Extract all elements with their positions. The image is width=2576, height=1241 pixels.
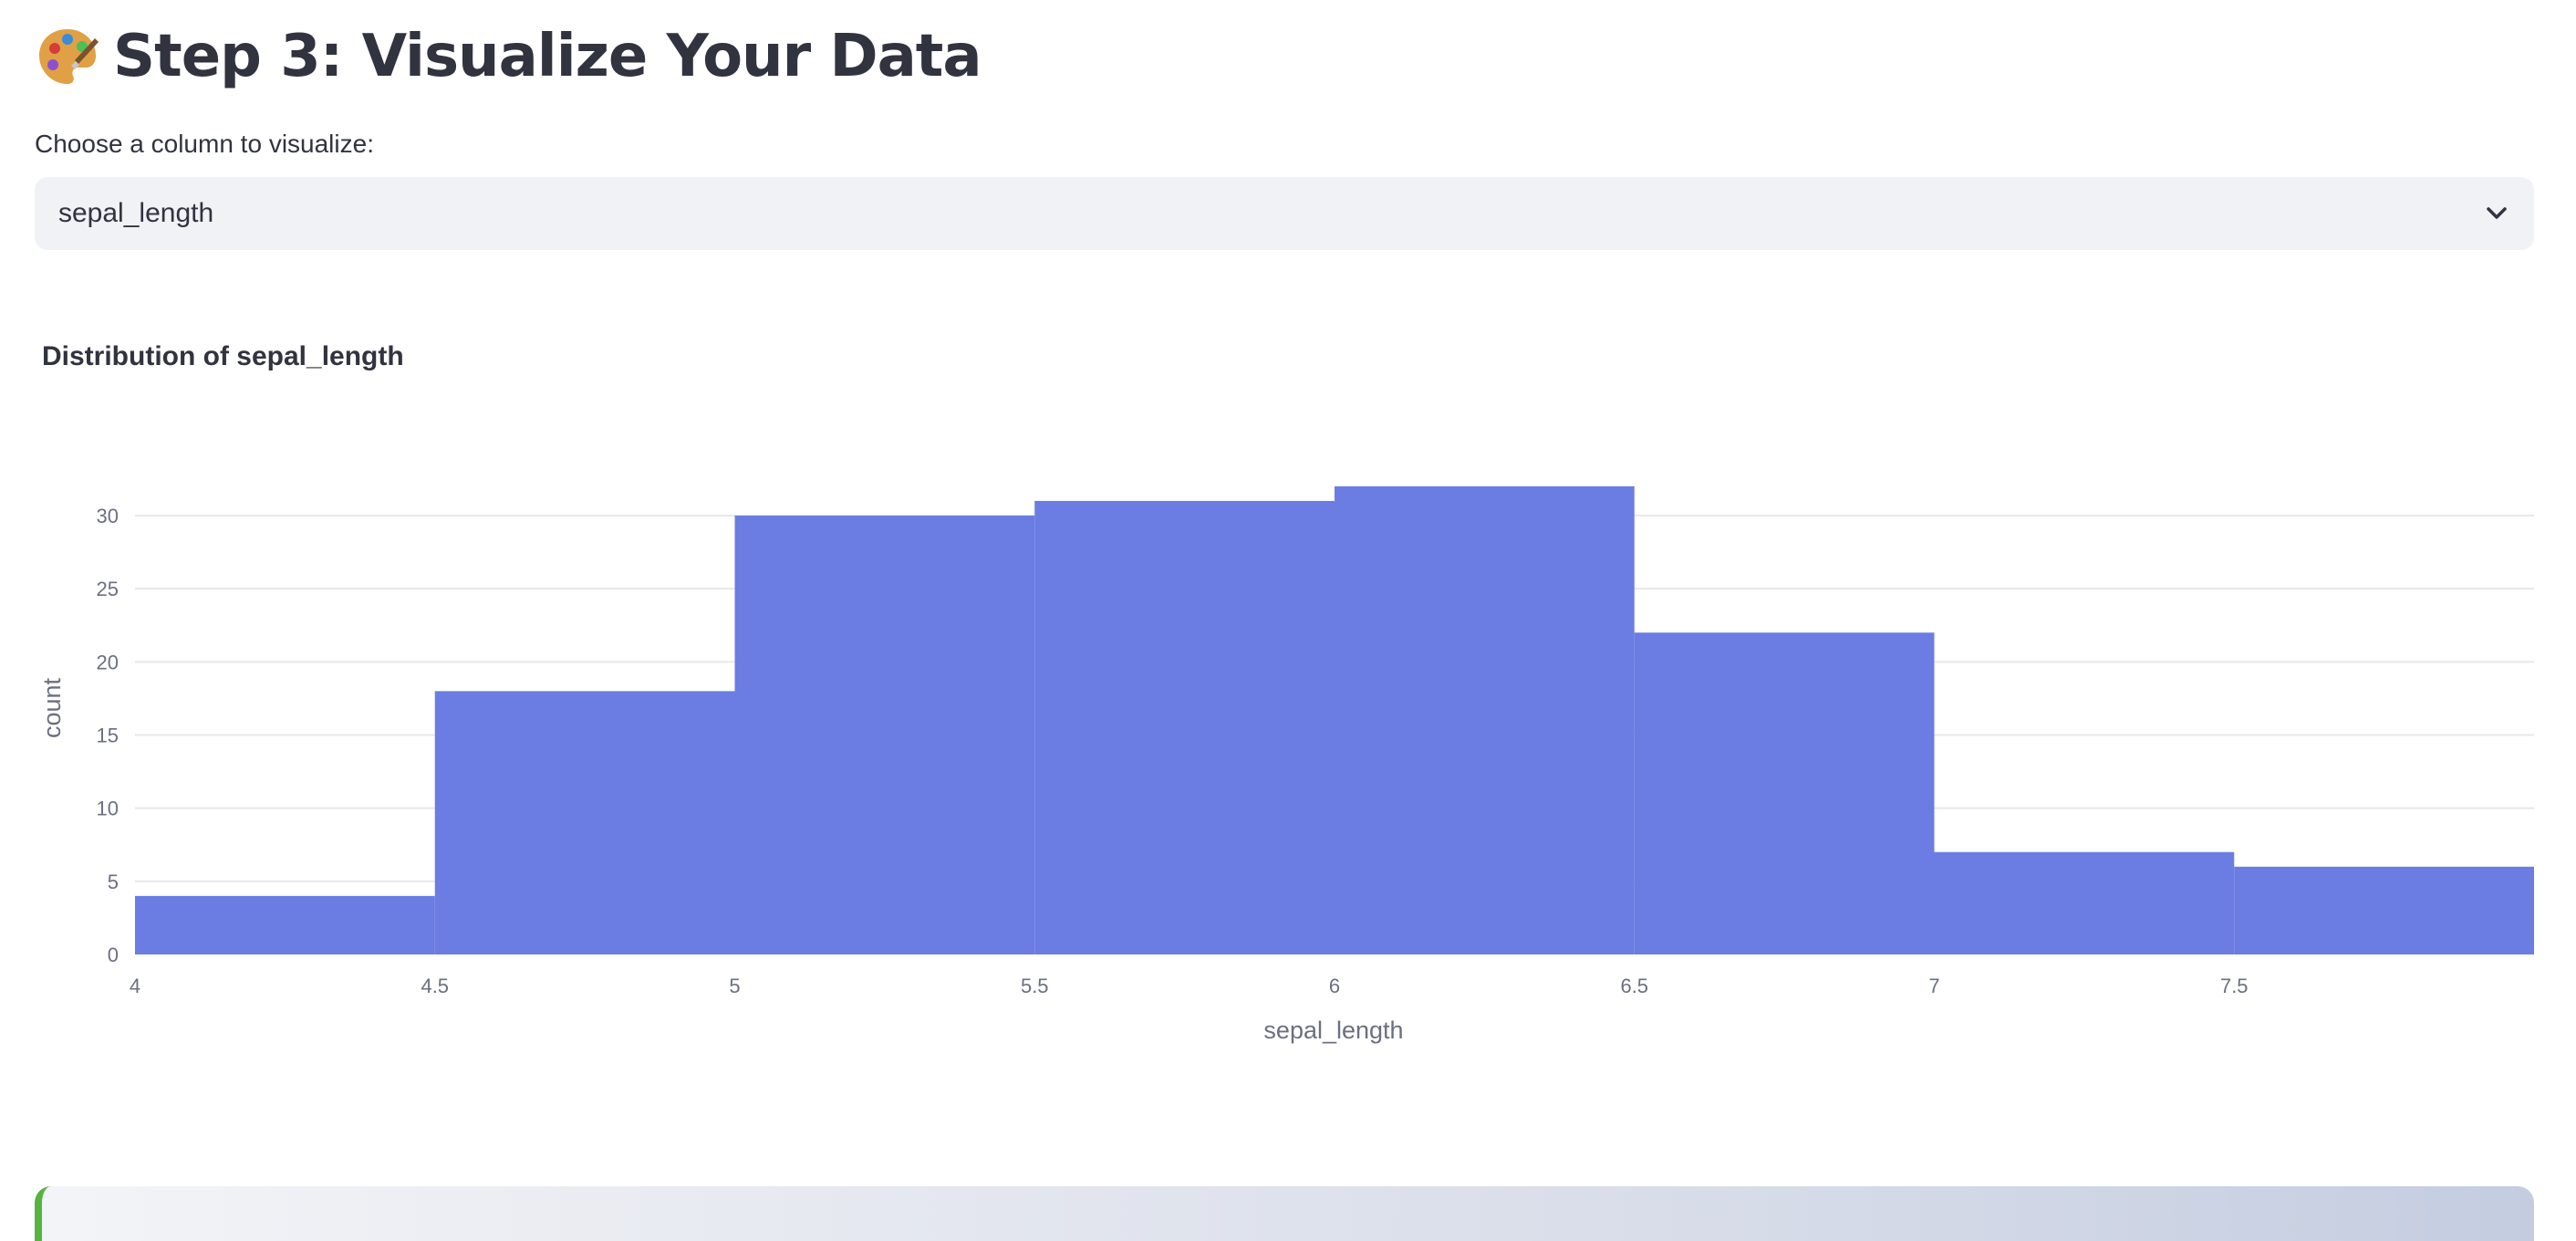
title-row: Step 3: Visualize Your Data — [35, 13, 982, 100]
palette-icon — [39, 29, 99, 84]
x-tick-label: 7.5 — [2220, 975, 2249, 997]
y-tick-label: 10 — [97, 798, 119, 820]
x-tick-label: 6 — [1329, 975, 1340, 997]
tick-layer: 0 5 10 15 20 25 30 4 4.5 5 5.5 6 6.5 7 7.5 — [97, 505, 2249, 997]
y-tick-label: 20 — [97, 651, 119, 673]
x-tick-label: 4.5 — [421, 975, 449, 997]
y-tick-label: 5 — [108, 871, 119, 893]
y-tick-label: 0 — [108, 944, 119, 966]
histogram-bar[interactable] — [434, 691, 735, 954]
x-tick-label: 7 — [1928, 975, 1939, 997]
histogram-bar[interactable] — [1934, 851, 2235, 954]
chart-title: Distribution of sepal_length — [42, 341, 404, 371]
histogram-bar[interactable] — [734, 516, 1035, 954]
column-select-label: Choose a column to visualize: — [35, 130, 374, 158]
column-select-value: sepal_length — [58, 198, 214, 228]
chevron-down-icon[interactable] — [2483, 200, 2510, 227]
y-tick-label: 25 — [97, 578, 119, 600]
page-title: Step 3: Visualize Your Data — [113, 23, 982, 90]
histogram-bar[interactable] — [1034, 500, 1335, 954]
x-tick-label: 5 — [729, 975, 740, 997]
histogram-chart: 0 5 10 15 20 25 30 4 4.5 5 5.5 6 6.5 7 7.5 sepal_lengt… — [38, 485, 2534, 1044]
bar-layer — [135, 485, 2534, 954]
histogram-bar[interactable] — [1335, 485, 1635, 954]
y-tick-label: 15 — [97, 725, 119, 747]
histogram-bar[interactable] — [1634, 632, 1935, 954]
histogram-bar[interactable] — [135, 895, 435, 954]
y-axis-label: count — [38, 677, 66, 738]
histogram-bar[interactable] — [2234, 866, 2534, 954]
next-section-container — [35, 1186, 2534, 1241]
x-axis-label: sepal_length — [1263, 1017, 1403, 1044]
y-tick-label: 30 — [97, 505, 119, 527]
x-tick-label: 5.5 — [1021, 975, 1049, 997]
column-select[interactable]: sepal_length — [35, 177, 2534, 250]
x-tick-label: 4 — [130, 975, 140, 997]
x-tick-label: 6.5 — [1620, 975, 1648, 997]
